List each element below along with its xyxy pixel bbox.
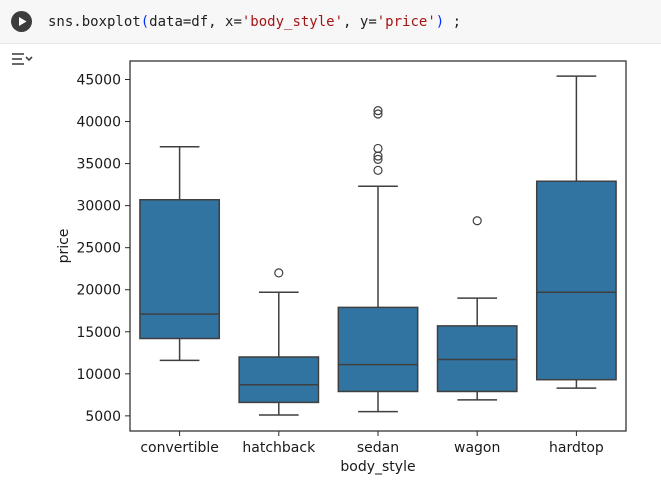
run-cell-button[interactable]: [11, 11, 32, 32]
code-editor[interactable]: sns.boxplot(data=df, x='body_style', y='…: [48, 11, 461, 33]
x-tick-label: hardtop: [549, 440, 604, 456]
y-tick-label: 30000: [76, 199, 121, 215]
y-tick-label: 40000: [76, 115, 121, 131]
y-tick-label: 20000: [76, 283, 121, 299]
play-icon: [19, 17, 27, 26]
y-tick-label: 5000: [85, 409, 121, 425]
code-token: data=df, x=: [149, 14, 242, 30]
box-convertible: [139, 199, 221, 340]
plot-frame: [129, 60, 627, 432]
code-token: , y=: [343, 14, 377, 30]
box-hardtop: [535, 180, 617, 381]
x-axis-label: body_style: [340, 459, 415, 475]
code-token: ): [435, 14, 445, 30]
code-token: ;: [444, 14, 462, 30]
y-tick-label: 45000: [76, 73, 121, 89]
outlier-point: [373, 109, 383, 119]
x-tick-label: sedan: [357, 440, 399, 456]
code-token: 'price': [376, 14, 436, 30]
box-wagon: [436, 325, 518, 393]
outlier-point: [373, 106, 383, 116]
y-axis-label: price: [56, 229, 72, 264]
output-toggle-icon: [12, 53, 33, 65]
outlier-point: [472, 216, 482, 226]
x-tick-label: wagon: [454, 440, 500, 456]
code-token: sns.boxplot: [48, 14, 141, 30]
code-token: (: [140, 14, 150, 30]
outlier-point: [274, 268, 284, 278]
output-toggle-button[interactable]: [10, 50, 34, 70]
y-tick-label: 35000: [76, 157, 121, 173]
outlier-point: [373, 143, 383, 154]
box-sedan: [337, 306, 419, 393]
outlier-point: [373, 165, 383, 175]
cell-output: 5000 10000 15000 20000 25000 30000 35000 40000 4…: [48, 44, 661, 489]
code-cell[interactable]: sns.boxplot(data=df, x='body_style', y='…: [0, 0, 661, 44]
boxplot-chart: 5000 10000 15000 20000 25000 30000 35000 40000 4…: [56, 60, 627, 475]
y-tick-label: 15000: [76, 325, 121, 341]
y-tick-label: 10000: [76, 367, 121, 383]
y-tick-label: 25000: [76, 241, 121, 257]
code-token: 'body_style': [241, 14, 344, 30]
x-tick-label: convertible: [140, 440, 219, 456]
x-tick-label: hatchback: [242, 440, 316, 456]
outlier-point: [373, 154, 383, 164]
box-hatchback: [238, 356, 320, 404]
